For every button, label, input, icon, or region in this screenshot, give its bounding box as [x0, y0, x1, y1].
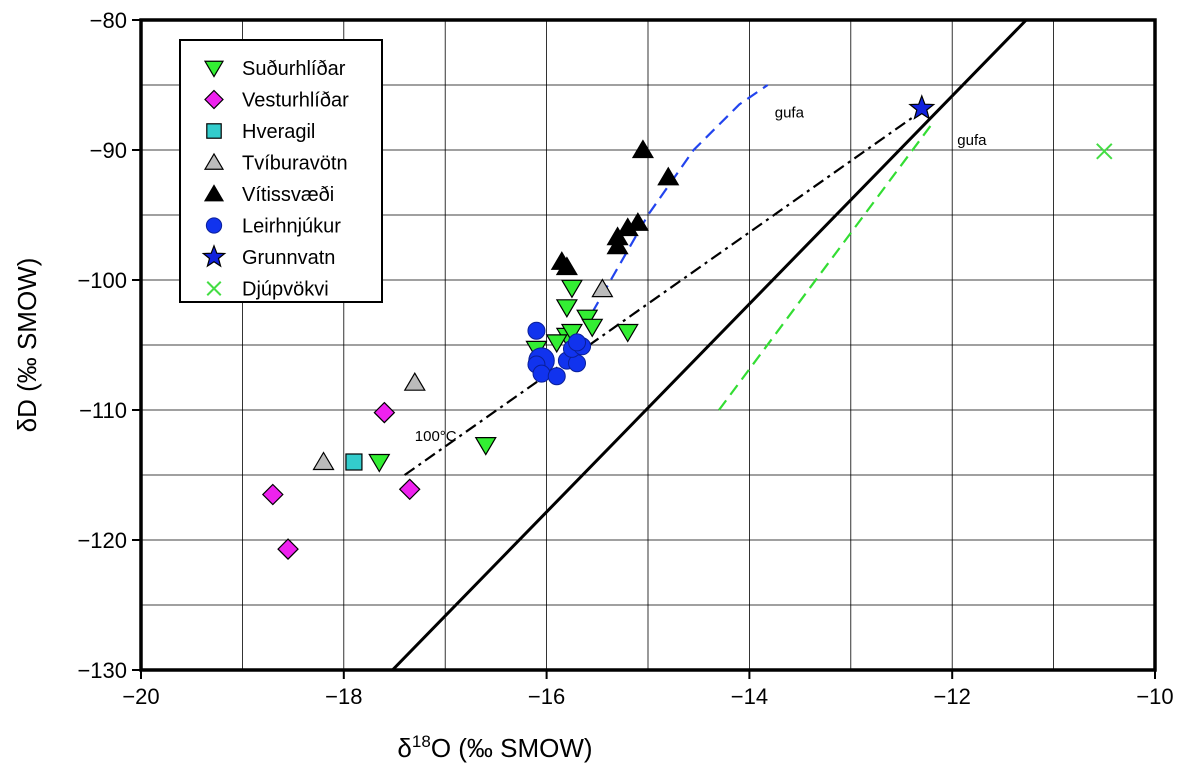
annotation-100c: 100°C: [415, 428, 457, 445]
legend-label: Tvíburavötn: [242, 153, 348, 175]
x-tick-label: −10: [1136, 684, 1173, 709]
y-tick-label: −90: [90, 138, 127, 163]
data-point-triangle-up: [631, 139, 654, 159]
y-tick-label: −110: [79, 398, 127, 423]
legend-symbol-square: [206, 123, 222, 139]
legend-label: Hveragil: [242, 121, 315, 143]
x-tick-label: −20: [122, 684, 159, 709]
data-point-triangle-down: [560, 323, 583, 343]
plot-frame: [139, 18, 1157, 672]
data-point-diamond: [261, 483, 284, 506]
x-tick-label: −18: [325, 684, 362, 709]
x-axis-title-rest: O (‰ SMOW): [431, 733, 593, 763]
legend-label: Vítissvæði: [242, 184, 334, 206]
data-point-triangle-down: [560, 279, 583, 299]
data-point-circle: [532, 364, 551, 383]
legend-label: Grunnvatn: [242, 247, 335, 269]
reference-lines: [391, 20, 1028, 670]
data-point-triangle-down: [474, 437, 497, 456]
legend-label: Djúpvökvi: [242, 279, 329, 301]
data-point-diamond: [277, 538, 299, 560]
data-point-star: [908, 94, 936, 120]
legend-label: Suðurhlíðar: [242, 58, 346, 80]
data-point-triangle-down: [555, 299, 578, 318]
x-tick-label: −14: [731, 684, 768, 709]
legend-symbol-triangle-up: [203, 184, 225, 202]
legend-symbol-diamond: [204, 89, 224, 110]
reference-line-dashed: [718, 123, 933, 411]
reference-line-solid: [391, 20, 1028, 670]
data-point-triangle-up: [591, 278, 614, 298]
x-axis-title-prefix: δ: [397, 733, 411, 763]
data-point-circle: [547, 367, 566, 386]
data-point-triangle-up: [657, 166, 680, 186]
x-axis-title-superscript: 18: [412, 732, 431, 751]
axes: −20 −18 −16 −14 −12 −10 −130 −120 −110 −…: [12, 8, 1174, 763]
legend-symbol-triangle-down: [203, 60, 225, 78]
x-tick-label: −12: [934, 684, 971, 709]
reference-line-dashed: [591, 84, 769, 314]
y-tick-label: −100: [77, 268, 127, 293]
y-axis-title: δD (‰ SMOW): [12, 258, 42, 433]
legend-symbol-circle: [205, 217, 223, 234]
legend-label: Vesturhlíðar: [242, 90, 349, 112]
x-tick-labels: −20 −18 −16 −14 −12 −10: [122, 684, 1173, 709]
data-point-triangle-up: [403, 372, 426, 391]
data-point-x: [1096, 143, 1113, 160]
data-point-circle: [568, 333, 587, 352]
legend-symbols: [201, 60, 227, 296]
y-tick-label: −80: [90, 8, 127, 33]
annotations: gufa gufa 100°C: [415, 105, 987, 446]
x-axis-title: δ18O (‰ SMOW): [397, 732, 592, 763]
y-tick-labels: −130 −120 −110 −100 −90 −80: [77, 8, 127, 683]
data-point-triangle-down: [545, 334, 568, 354]
legend: Suðurhlíðar Vesturhlíðar Hveragil Tvíbur…: [179, 39, 383, 303]
legend-symbol-x: [206, 281, 222, 296]
data-point-diamond: [398, 478, 421, 501]
data-point-triangle-up: [626, 212, 649, 231]
data-point-diamond: [373, 401, 396, 424]
reference-line-dashdot: [404, 110, 923, 476]
annotation-gufa-blue: gufa: [775, 105, 805, 122]
y-tick-label: −120: [77, 528, 127, 553]
x-tick-label: −16: [528, 684, 565, 709]
data-point-triangle-down: [581, 318, 604, 338]
y-tick-label: −130: [77, 658, 127, 683]
data-point-triangle-down: [368, 453, 391, 473]
data-point-triangle-up: [312, 451, 335, 471]
data-point-triangle-down: [616, 323, 639, 343]
data-point-square: [345, 453, 363, 471]
data-point-triangle-up: [606, 235, 629, 255]
legend-label: Leirhnjúkur: [242, 216, 341, 238]
data-point-triangle-up: [555, 256, 578, 276]
legend-symbol-star: [201, 244, 227, 268]
data-points: [261, 94, 1113, 560]
annotation-gufa-green: gufa: [957, 132, 987, 149]
data-point-triangle-up: [616, 217, 639, 237]
legend-symbol-triangle-up: [203, 152, 225, 170]
data-point-circle: [527, 321, 546, 340]
